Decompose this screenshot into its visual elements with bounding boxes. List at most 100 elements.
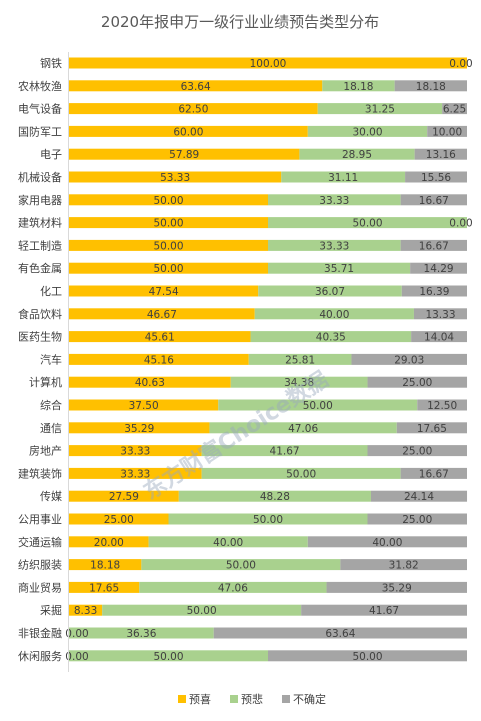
value-label: 18.18 <box>90 560 120 572</box>
bar-segment <box>317 103 443 115</box>
bar-segment <box>405 171 467 183</box>
value-label: 33.33 <box>120 468 150 480</box>
value-label: 29.03 <box>394 354 424 366</box>
value-label: 50.00 <box>303 400 333 412</box>
value-label: 16.67 <box>419 195 449 207</box>
bar-segment <box>268 262 411 274</box>
category-label: 商业贸易 <box>18 580 62 594</box>
value-label: 50.00 <box>153 240 183 252</box>
value-label: 17.65 <box>89 582 119 594</box>
value-label: 46.67 <box>147 309 177 321</box>
bar-segments <box>69 57 468 662</box>
bar-segment <box>69 217 268 229</box>
bar-segment <box>400 239 467 251</box>
category-label: 非银金融 <box>18 626 62 640</box>
bar-segment <box>69 650 268 662</box>
category-label: 交通运输 <box>18 535 62 549</box>
value-label: 47.06 <box>288 423 318 435</box>
value-label: 31.82 <box>389 560 419 572</box>
bar-segment <box>250 331 412 343</box>
value-label: 50.00 <box>352 651 382 663</box>
bar-segment <box>178 490 371 502</box>
value-label: 40.00 <box>372 537 402 549</box>
value-label: 36.36 <box>126 628 156 640</box>
legend-swatch <box>230 695 238 703</box>
category-label: 休闲服务 <box>18 649 62 663</box>
value-label: 35.29 <box>382 582 412 594</box>
value-label: 50.00 <box>187 605 217 617</box>
bar-segment <box>411 331 467 343</box>
category-label: 家用电器 <box>18 193 62 207</box>
bar-segment <box>69 536 149 548</box>
value-label: 6.25 <box>443 104 466 116</box>
bar-segment <box>410 262 467 274</box>
category-label: 计算机 <box>29 375 62 389</box>
category-label: 房地产 <box>29 444 62 458</box>
value-label: 50.00 <box>286 468 316 480</box>
bar-segment <box>268 650 467 662</box>
value-label: 30.00 <box>352 126 382 138</box>
bar-segment <box>141 559 341 571</box>
legend: 预喜 预悲 不确定 <box>178 692 326 706</box>
category-label: 电子 <box>40 148 62 161</box>
value-label: 60.00 <box>173 126 203 138</box>
bar-segment <box>340 559 467 571</box>
bar-segment <box>351 353 467 365</box>
value-label: 25.00 <box>402 377 432 389</box>
category-label: 有色金属 <box>18 261 62 275</box>
value-label: 41.67 <box>369 605 399 617</box>
bar-segment <box>69 627 214 639</box>
category-label: 钢铁 <box>40 57 62 70</box>
bar-segment <box>427 125 467 137</box>
category-label: 纺织服装 <box>18 558 62 572</box>
category-label: 轻工制造 <box>18 238 62 252</box>
bar-segment <box>326 581 467 593</box>
category-label: 综合 <box>40 398 62 412</box>
category-label: 医药生物 <box>18 330 62 344</box>
category-label: 公用事业 <box>18 513 62 526</box>
bar-segment <box>230 376 368 388</box>
value-label: 28.95 <box>342 149 372 161</box>
bar-segment <box>69 57 467 69</box>
value-label: 50.00 <box>253 514 283 526</box>
chart-title: 2020年报申万一级行业业绩预告类型分布 <box>101 13 379 31</box>
value-label: 25.00 <box>402 514 432 526</box>
value-label: 33.33 <box>120 446 150 458</box>
value-label: 16.67 <box>419 240 449 252</box>
value-label: 33.33 <box>319 240 349 252</box>
category-label: 通信 <box>40 422 62 435</box>
value-label: 18.18 <box>416 81 446 93</box>
bar-segment <box>442 103 467 115</box>
value-label: 50.00 <box>153 651 183 663</box>
value-label: 31.11 <box>328 172 358 184</box>
bar-segment <box>69 490 179 502</box>
legend-swatch <box>178 695 186 703</box>
bar-segment <box>307 536 467 548</box>
value-label: 45.61 <box>145 332 175 344</box>
value-label: 8.33 <box>74 605 97 617</box>
value-label: 47.54 <box>149 286 179 298</box>
bar-segment <box>69 308 255 320</box>
bar-segment <box>394 80 467 92</box>
bar-segment <box>400 467 467 479</box>
value-label: 63.64 <box>181 81 211 93</box>
legend-label: 预悲 <box>241 692 263 706</box>
bar-segment <box>299 148 415 160</box>
bar-segment <box>69 80 323 92</box>
value-label: 33.33 <box>319 195 349 207</box>
bar-segment <box>367 513 467 525</box>
bar-segment <box>102 604 302 616</box>
category-labels: 钢铁农林牧渔电气设备国防军工电子机械设备家用电器建筑材料轻工制造有色金属化工食品… <box>18 57 62 663</box>
bar-segment <box>69 376 231 388</box>
category-label: 电气设备 <box>18 102 62 116</box>
bar-segment <box>69 103 318 115</box>
value-label: 50.00 <box>153 218 183 230</box>
value-label: 63.64 <box>325 628 355 640</box>
value-label: 17.65 <box>417 423 447 435</box>
bar-segment <box>69 262 268 274</box>
value-label: 14.04 <box>424 332 454 344</box>
value-label: 35.29 <box>124 423 154 435</box>
value-label: 45.16 <box>144 354 174 366</box>
value-label: 40.63 <box>135 377 165 389</box>
